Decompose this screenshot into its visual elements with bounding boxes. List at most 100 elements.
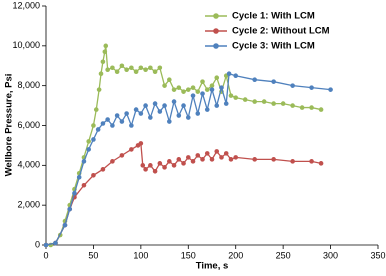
legend-marker [213,43,219,49]
data-point [200,79,205,84]
x-tick-label: 150 [181,250,196,260]
data-point [223,151,229,156]
data-point [162,103,167,108]
y-tick-label: 0 [35,239,40,249]
data-point [233,95,239,100]
data-point [102,49,108,55]
data-point [91,123,96,128]
data-point [100,167,106,172]
data-point [328,87,333,92]
data-point [261,99,267,104]
x-tick-label: 200 [228,250,243,260]
data-point [195,89,201,94]
data-point [204,107,210,112]
data-point [133,69,139,75]
data-point [152,69,158,75]
legend-marker [213,13,219,19]
data-point [140,163,146,168]
data-point [290,159,295,164]
data-point [195,111,201,116]
data-point [171,163,177,168]
y-tick-label: 10,000 [12,40,40,50]
data-point [95,127,101,132]
data-point [96,87,102,92]
data-point [157,65,163,71]
data-point [176,157,182,162]
data-point [86,139,91,144]
data-point [119,63,125,69]
y-tick-label: 12,000 [12,0,40,10]
data-point [204,151,210,156]
data-point [318,161,324,166]
data-point [318,107,324,112]
data-point [176,85,182,90]
data-point [110,65,115,71]
data-point [185,155,191,160]
data-point [190,159,196,164]
data-point [271,79,276,84]
data-point [129,65,134,71]
data-point [138,65,144,71]
data-point [209,157,215,162]
legend-label: Cycle 2: Without LCM [232,26,330,37]
legend-label: Cycle 3: With LCM [232,41,315,52]
data-point [143,103,148,108]
data-point [100,59,106,65]
data-point [299,105,305,110]
data-point [181,161,186,166]
data-point [105,67,110,73]
data-point [81,159,87,164]
data-point [185,87,191,92]
data-point [190,85,196,90]
data-point [98,71,104,77]
data-point [143,67,148,73]
data-point [103,43,109,49]
data-point [91,172,96,178]
data-point [114,113,120,118]
data-point [233,73,239,79]
data-point [152,169,158,174]
data-point [290,83,295,88]
data-point [171,99,177,104]
data-point [219,155,224,160]
y-tick-label: 4,000 [17,160,40,170]
data-point [309,159,314,164]
x-tick-label: 50 [88,250,98,260]
data-point [138,111,144,116]
data-point [176,113,182,118]
data-point [43,242,49,248]
data-point [138,141,144,146]
data-point [181,103,186,108]
data-point [91,137,96,142]
data-point [62,222,68,228]
x-tick-label: 350 [370,250,385,260]
data-point [76,174,82,180]
data-point [167,77,172,82]
data-point [129,147,134,152]
data-point [143,167,148,172]
data-point [271,101,276,106]
data-point [124,67,129,73]
data-point [209,87,215,92]
x-tick-label: 0 [43,250,48,260]
data-point [105,117,110,122]
data-point [252,77,257,82]
data-point [185,115,191,120]
y-tick-label: 8,000 [17,80,40,90]
data-point [214,149,220,154]
data-point [271,157,276,162]
data-point [204,87,210,92]
data-point [124,111,129,116]
data-point [167,119,172,124]
data-point [181,89,186,94]
data-point [209,83,215,88]
data-point [119,153,125,158]
series-line [46,45,322,246]
data-point [162,83,167,88]
data-point [200,91,205,96]
data-point [133,107,139,112]
data-point [152,101,158,106]
data-point [228,157,234,162]
x-tick-label: 300 [323,250,338,260]
